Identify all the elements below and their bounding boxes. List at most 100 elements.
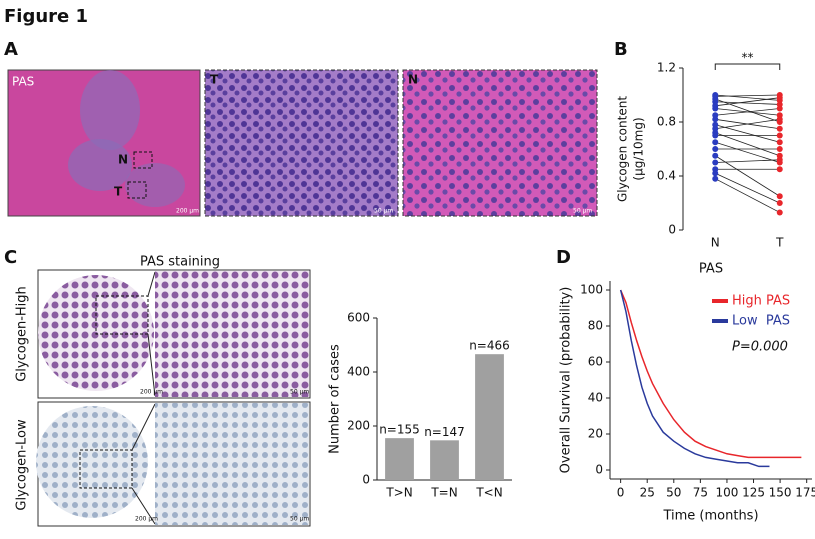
scale-bar-label: 200 μm [135,516,158,523]
dot [776,132,783,139]
x-tick-label: N [711,236,720,250]
dot [712,132,719,139]
x-axis-label: Time (months) [662,509,758,524]
dot [776,125,783,132]
pair-line [715,94,780,97]
zoom-box [127,181,147,199]
tissue-core [36,406,148,518]
x-tick-label: 150 [769,486,792,500]
image-label: T [114,185,123,199]
scale-bar-label: 50 μm [374,208,393,215]
bar [475,354,504,480]
annotation: ** [742,51,754,65]
pair-line [715,101,780,105]
dot [776,166,783,173]
zoom-connector [131,403,156,451]
x-tick-label: 100 [715,486,738,500]
pair-line [715,178,780,213]
pair-line [715,108,780,116]
dot [712,170,719,177]
scale-bar-label: 200 μm [176,208,199,215]
image-label: PAS [12,75,34,89]
y-tick-label: 400 [347,365,370,379]
legend-label: High PAS [732,294,790,309]
zoom-box [95,295,149,335]
dot [776,105,783,112]
histology-image [204,69,399,217]
zoom-connector [147,333,156,397]
x-tick-label: T>N [385,486,412,500]
image-label: N [118,153,128,167]
value-label: n=466 [469,339,510,353]
x-tick-label: 125 [742,486,765,500]
dot [776,156,783,163]
histology-image [155,271,309,397]
dot [776,116,783,123]
pair-line [715,159,780,163]
x-tick-label: 50 [666,486,681,500]
image-label: N [408,73,418,87]
dot [776,146,783,152]
dot [712,105,719,112]
dot [776,193,783,200]
panel-label: D [556,247,571,268]
pair-line [715,124,780,143]
scale-bar-label: 50 μm [573,208,592,215]
panel-label: B [614,39,628,60]
x-tick-label: 25 [640,486,655,500]
y-axis-label: Glycogen content [616,96,630,202]
dot [712,146,719,152]
y-axis-label: Number of cases [328,344,343,454]
y-tick-label: 40 [588,391,603,405]
value-label: n=147 [424,425,465,439]
panel-title: PAS staining [140,255,220,270]
dot [712,152,719,159]
dot [712,175,719,182]
y-tick-label: 0 [668,223,676,237]
x-tick-label: 0 [617,486,625,500]
dot [776,94,783,101]
y-axis-label: Overall Survival (probability) [559,287,574,474]
annotation: P=0.000 [732,340,788,355]
image-label: T [210,73,219,87]
pair-line [715,132,780,157]
x-tick-label: T [775,236,784,250]
x-tick-label: 175 [795,486,815,500]
y-tick-label: 60 [588,355,603,369]
scale-bar-label: 50 μm [290,516,309,523]
histology-image [402,69,598,217]
bar [430,440,459,480]
tissue-region [80,70,140,150]
zoom-box [79,449,133,489]
value-label: n=155 [379,423,420,437]
x-tick-label: T<N [475,486,502,500]
pair-line [715,98,780,123]
zoom-connector [131,487,156,525]
tissue-region [68,139,132,191]
scale-bar-label: 200 μm [140,389,163,396]
x-tick-label: 75 [693,486,708,500]
scale-bar-label: 50 μm [290,389,309,396]
pair-line [715,97,780,107]
zoom-connector [147,271,156,297]
y-tick-label: 80 [588,319,603,333]
y-tick-label: 200 [347,419,370,433]
dot [776,209,783,216]
chart-title: PAS [699,262,723,277]
y-tick-label: 0.4 [657,169,676,183]
dot [712,159,719,166]
pair-line [715,118,780,130]
y-tick-label: 0.8 [657,115,676,129]
survival-curve [619,289,802,459]
dot [776,139,783,146]
histology-image [155,403,309,525]
pair-line [715,141,780,163]
tissue-region [125,163,185,207]
y-tick-label: 20 [588,427,603,441]
bar [385,438,414,480]
panel-label: A [4,39,18,60]
y-tick-label: 1.2 [657,61,676,75]
dot [712,139,719,146]
survival-curve [619,289,770,468]
